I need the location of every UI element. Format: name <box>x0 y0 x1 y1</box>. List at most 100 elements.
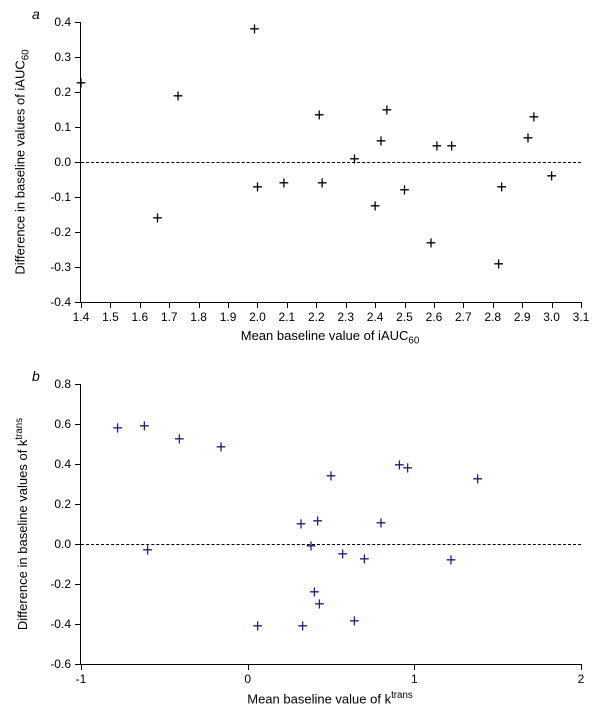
ytick <box>75 127 81 128</box>
scatter-point: + <box>546 167 557 185</box>
ytick <box>75 424 81 425</box>
xtick-label: 1.8 <box>190 310 207 324</box>
scatter-point: + <box>314 595 325 613</box>
scatter-point: + <box>112 419 123 437</box>
xtick-label: 2.6 <box>426 310 443 324</box>
scatter-point: + <box>523 129 534 147</box>
xtick <box>463 302 464 308</box>
ytick-label: -0.4 <box>50 617 71 631</box>
panel-a-ylabel: Difference in baseline values of iAUC60 <box>13 49 32 274</box>
scatter-point: + <box>252 617 263 635</box>
xtick <box>228 302 229 308</box>
ytick-label: 0.0 <box>54 537 71 551</box>
xtick <box>405 302 406 308</box>
scatter-point: + <box>326 467 337 485</box>
scatter-point: + <box>306 537 317 555</box>
scatter-point: + <box>174 430 185 448</box>
ytick-label: 0.3 <box>54 50 71 64</box>
xtick-label: 2.1 <box>279 310 296 324</box>
scatter-point: + <box>279 174 290 192</box>
xtick <box>522 302 523 308</box>
ytick-label: 0.2 <box>54 497 71 511</box>
xtick <box>287 302 288 308</box>
ytick <box>75 504 81 505</box>
xtick-label: 3.1 <box>573 310 590 324</box>
scatter-point: + <box>337 545 348 563</box>
xtick-label: 2.4 <box>367 310 384 324</box>
ytick-label: 0.2 <box>54 85 71 99</box>
scatter-point: + <box>216 438 227 456</box>
xtick-label: 1 <box>411 672 418 686</box>
scatter-point: + <box>376 132 387 150</box>
ytick-label: 0.6 <box>54 417 71 431</box>
xtick <box>257 302 258 308</box>
ytick-label: -0.4 <box>50 295 71 309</box>
panel-a-xlabel: Mean baseline value of iAUC60 <box>241 328 420 347</box>
xtick <box>248 664 249 670</box>
scatter-point: + <box>399 181 410 199</box>
panel-b-ylabel: Difference in baseline values of ktrans <box>14 418 30 630</box>
scatter-point: + <box>349 612 360 630</box>
scatter-point: + <box>493 255 504 273</box>
xtick <box>81 302 82 308</box>
zero-line <box>81 544 581 545</box>
ytick <box>75 624 81 625</box>
ytick-label: 0.0 <box>54 155 71 169</box>
ytick <box>75 232 81 233</box>
xtick-label: 1.7 <box>161 310 178 324</box>
scatter-point: + <box>446 137 457 155</box>
scatter-point: + <box>376 514 387 532</box>
xtick-label: -1 <box>76 672 87 686</box>
figure: a Difference in baseline values of iAUC6… <box>0 0 600 724</box>
xtick <box>581 664 582 670</box>
scatter-point: + <box>359 550 370 568</box>
scatter-point: + <box>317 174 328 192</box>
ytick <box>75 544 81 545</box>
scatter-point: + <box>314 106 325 124</box>
scatter-point: + <box>382 101 393 119</box>
ytick <box>75 464 81 465</box>
ytick-label: -0.3 <box>50 260 71 274</box>
ytick-label: 0.1 <box>54 120 71 134</box>
scatter-point: + <box>76 74 87 92</box>
xtick <box>493 302 494 308</box>
xtick-label: 1.5 <box>102 310 119 324</box>
ytick-label: -0.2 <box>50 577 71 591</box>
xtick-label: 2.7 <box>455 310 472 324</box>
xtick <box>316 302 317 308</box>
scatter-point: + <box>426 234 437 252</box>
xtick <box>81 664 82 670</box>
ytick <box>75 267 81 268</box>
scatter-point: + <box>296 515 307 533</box>
scatter-point: + <box>173 87 184 105</box>
xtick <box>414 664 415 670</box>
ytick-label: -0.6 <box>50 657 71 671</box>
scatter-point: + <box>496 178 507 196</box>
ytick <box>75 22 81 23</box>
zero-line <box>81 162 581 163</box>
ytick-label: 0.8 <box>54 377 71 391</box>
xtick-label: 2.2 <box>308 310 325 324</box>
xtick-label: 2.0 <box>249 310 266 324</box>
xtick-label: 0 <box>244 672 251 686</box>
xtick-label: 2.3 <box>337 310 354 324</box>
xtick-label: 2.8 <box>484 310 501 324</box>
scatter-point: + <box>529 108 540 126</box>
ytick <box>75 162 81 163</box>
ytick-label: 0.4 <box>54 457 71 471</box>
scatter-point: + <box>349 150 360 168</box>
scatter-point: + <box>472 470 483 488</box>
xtick-label: 1.9 <box>220 310 237 324</box>
xtick-label: 2.5 <box>396 310 413 324</box>
scatter-point: + <box>394 456 405 474</box>
ytick <box>75 384 81 385</box>
scatter-point: + <box>446 551 457 569</box>
ytick-label: -0.1 <box>50 190 71 204</box>
scatter-point: + <box>139 417 150 435</box>
xtick-label: 1.4 <box>73 310 90 324</box>
scatter-point: + <box>249 20 260 38</box>
ytick-label: -0.2 <box>50 225 71 239</box>
panel-b-plot-area: -0.6-0.4-0.20.00.20.40.60.8-1012++++++++… <box>80 384 581 665</box>
panel-b: b Difference in baseline values of ktran… <box>0 362 600 724</box>
scatter-point: + <box>370 197 381 215</box>
